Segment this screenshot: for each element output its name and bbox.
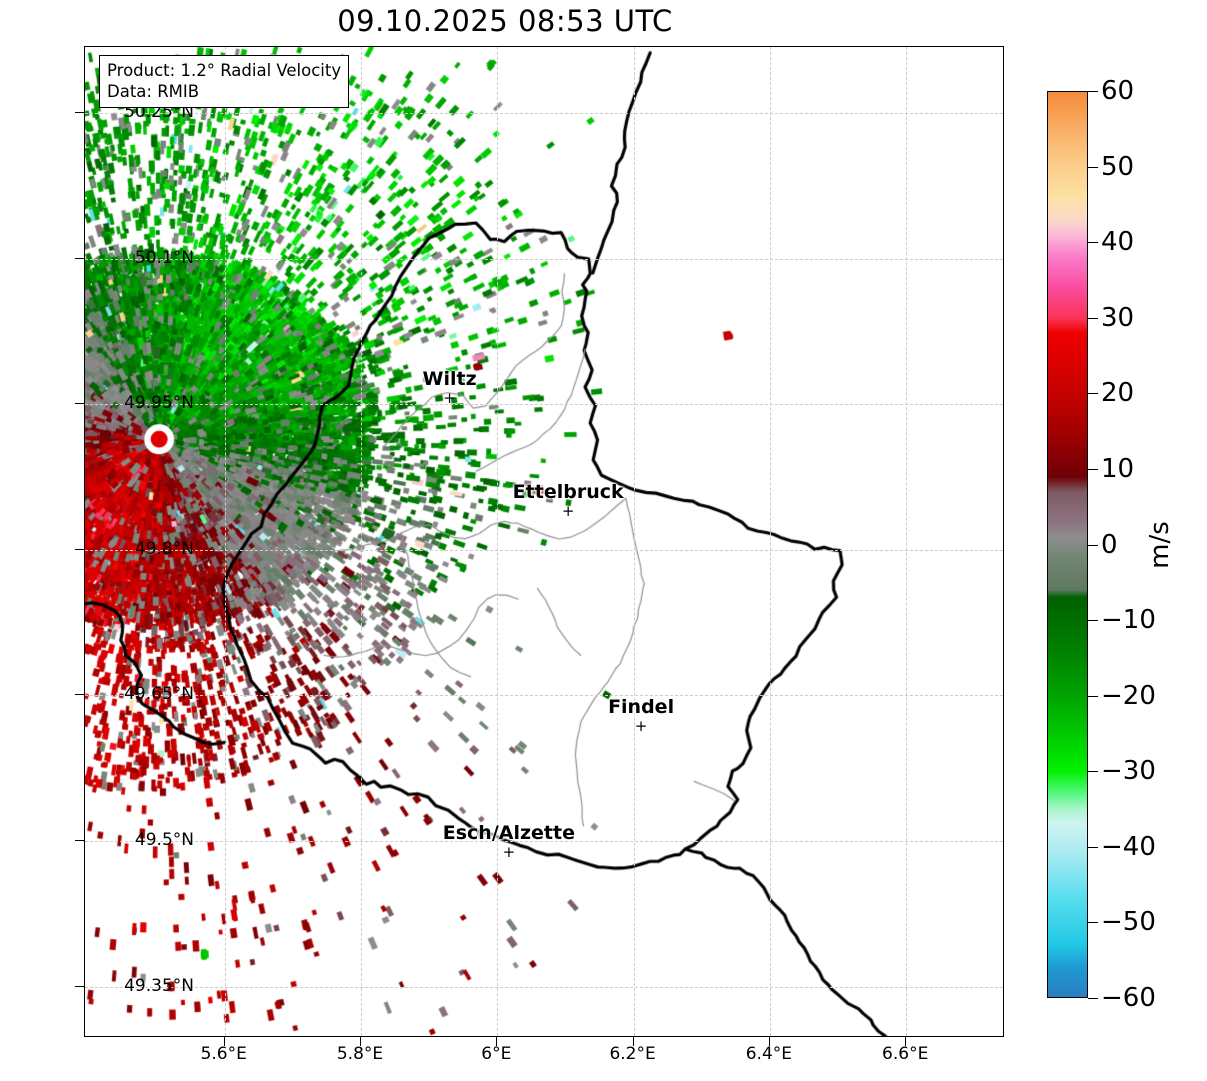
x-axis-tick [768,1037,770,1046]
gridline-horizontal [85,258,1003,261]
y-axis-tick [75,694,84,696]
colorbar-tick-label: 30 [1101,302,1135,333]
gridline-vertical [906,47,908,1036]
y-axis-label: 49.35°N [124,975,194,996]
x-axis-tick [632,1037,634,1046]
colorbar-tick [1088,998,1098,999]
colorbar-gradient [1047,91,1088,998]
info-product-line: Product: 1.2° Radial Velocity [107,61,342,80]
y-axis-label: 50.1°N [134,247,194,268]
colorbar-tick [1088,771,1098,773]
colorbar-tick [1088,846,1098,848]
gridline-horizontal [85,549,1003,552]
colorbar-tick-label: 40 [1101,227,1135,258]
colorbar-tick-label: −30 [1101,756,1156,787]
y-axis-tick [75,257,84,259]
gridline-horizontal [85,986,1003,989]
colorbar-tick-label: −10 [1101,605,1156,636]
x-axis-label: 6°E [481,1044,512,1064]
radar-map-canvas[interactable] [85,47,1003,1036]
x-axis-label: 5.6°E [200,1044,247,1064]
colorbar-tick [1088,317,1098,319]
colorbar-tick [1088,620,1098,622]
colorbar-tick [1088,91,1098,92]
colorbar-tick-label: 50 [1101,151,1135,182]
colorbar-tick-label: 60 [1101,76,1135,106]
page-title: 09.10.2025 08:53 UTC [337,4,673,38]
y-axis-tick [75,839,84,841]
gridline-horizontal [85,113,1003,115]
colorbar-tick [1088,544,1098,546]
gridline-vertical [497,47,499,1036]
y-axis-tick [75,548,84,550]
colorbar-tick-label: 0 [1101,529,1118,560]
x-axis-label: 6.4°E [745,1044,793,1064]
product-info-box: Product: 1.2° Radial Velocity Data: RMIB [99,55,350,109]
x-axis-tick [223,1037,225,1046]
colorbar-tick-label: −60 [1101,983,1156,1013]
gridline-horizontal [85,840,1003,843]
y-axis-tick [75,112,84,113]
colorbar-tick-label: −50 [1101,907,1156,938]
y-axis-label: 49.65°N [124,684,194,705]
info-data-line: Data: RMIB [107,82,200,102]
colorbar-tick-label: 10 [1101,453,1135,484]
x-axis-label: 6.2°E [609,1044,656,1064]
colorbar-tick [1088,695,1098,697]
colorbar[interactable] [1047,91,1088,998]
y-axis-tick [75,985,84,987]
colorbar-tick [1088,242,1098,244]
gridline-vertical [633,47,636,1036]
x-axis-tick [496,1037,498,1046]
gridline-horizontal [85,404,1003,406]
gridline-horizontal [85,695,1003,697]
x-axis-label: 5.8°E [336,1044,384,1064]
x-axis-tick [905,1037,907,1046]
gridline-vertical [361,47,363,1036]
map-plot-area[interactable]: Wiltz + Ettelbruck + Findel + Esch/Alzette + Pr… [84,46,1004,1037]
colorbar-tick [1088,468,1098,470]
colorbar-tick [1088,393,1098,395]
y-axis-label: 49.8°N [134,538,194,559]
colorbar-tick [1088,166,1098,168]
colorbar-tick [1088,922,1098,924]
colorbar-tick-label: 20 [1101,378,1135,409]
gridline-vertical [224,47,227,1036]
y-axis-label: 49.5°N [134,829,194,850]
gridline-vertical [769,47,772,1036]
x-axis-tick [360,1037,361,1046]
colorbar-unit-label: m/s [1145,521,1175,569]
colorbar-tick-label: −40 [1101,831,1156,862]
colorbar-tick-label: −20 [1101,680,1156,711]
y-axis-label: 49.95°N [124,393,194,414]
y-axis-tick [75,403,84,405]
x-axis-label: 6.6°E [882,1044,929,1064]
